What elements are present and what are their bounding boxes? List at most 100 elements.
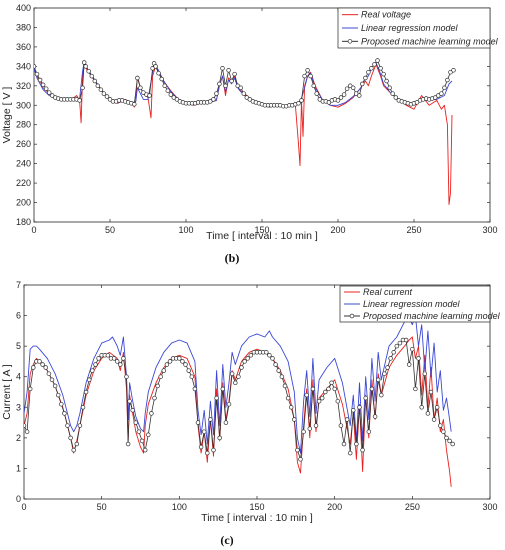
- data-point: [92, 78, 98, 84]
- data-point: [65, 423, 70, 428]
- y-tick-label: 300: [16, 100, 31, 110]
- data-point: [226, 401, 232, 407]
- data-point: [46, 90, 52, 95]
- legend-label: Proposed machine learning model: [361, 36, 499, 46]
- panel-label: (b): [225, 251, 240, 265]
- data-point: [189, 374, 195, 379]
- data-point: [363, 395, 368, 401]
- data-point: [98, 87, 104, 92]
- data-point: [317, 97, 323, 102]
- data-point: [159, 76, 164, 82]
- y-tick-label: 280: [16, 120, 31, 130]
- data-point: [347, 83, 353, 89]
- data-point: [341, 441, 347, 447]
- data-point: [299, 98, 304, 103]
- legend-marker: [347, 39, 353, 44]
- data-point: [233, 380, 238, 386]
- data-point: [139, 438, 145, 444]
- data-point: [158, 374, 163, 379]
- x-tick-label: 250: [406, 225, 421, 235]
- data-point: [43, 365, 48, 370]
- data-point: [366, 69, 371, 75]
- data-point: [62, 411, 67, 416]
- data-point: [406, 362, 412, 367]
- data-point: [387, 85, 392, 91]
- x-tick-label: 200: [330, 225, 345, 235]
- data-point: [118, 362, 123, 367]
- x-tick-label: 50: [97, 502, 107, 512]
- series-line-1: [24, 315, 452, 454]
- data-point: [403, 337, 409, 343]
- data-point: [235, 83, 240, 89]
- data-point: [241, 91, 247, 96]
- chart-panel-1: 0 50 100 150 200 250 300 0 1 2 3 4 5 6 7 Time [ interva…: [1, 280, 501, 547]
- data-point: [55, 392, 61, 398]
- data-point: [220, 386, 226, 392]
- plot-area: [24, 315, 455, 487]
- data-point: [232, 71, 237, 77]
- data-point: [31, 365, 36, 370]
- data-point: [385, 365, 390, 370]
- data-point: [419, 405, 424, 410]
- data-point: [445, 77, 450, 83]
- chart-panel-0: 0 50 100 150 200 250 300 180 200 220 240 260 280 300 3…: [1, 3, 499, 265]
- data-point: [49, 377, 55, 383]
- legend-box: [337, 7, 491, 49]
- data-point: [133, 420, 139, 425]
- data-point: [77, 98, 82, 103]
- data-point: [307, 426, 313, 431]
- data-point: [245, 356, 250, 361]
- data-point: [428, 389, 434, 395]
- data-point: [433, 95, 438, 100]
- data-point: [214, 395, 219, 401]
- data-point: [394, 343, 400, 349]
- data-point: [80, 405, 86, 410]
- data-point: [152, 395, 157, 401]
- data-point: [146, 432, 151, 438]
- data-point: [229, 371, 235, 376]
- data-point: [305, 68, 310, 73]
- data-point: [114, 359, 120, 364]
- data-point: [425, 411, 431, 416]
- data-point: [135, 75, 140, 81]
- data-point: [208, 417, 213, 422]
- data-point: [46, 371, 52, 376]
- y-tick-label: 380: [16, 22, 31, 32]
- legend-label: Proposed machine learning model: [363, 311, 501, 321]
- data-point: [295, 447, 300, 453]
- data-point: [302, 73, 307, 79]
- y-tick-label: 180: [16, 217, 31, 227]
- x-tick-label: 0: [21, 502, 26, 512]
- data-point: [375, 58, 380, 63]
- y-tick-label: 2: [16, 433, 21, 443]
- data-point: [220, 66, 225, 71]
- data-point: [161, 368, 167, 373]
- data-point: [335, 98, 341, 103]
- data-point: [441, 429, 446, 434]
- data-point: [214, 91, 219, 96]
- data-point: [434, 405, 440, 410]
- data-point: [279, 374, 285, 379]
- data-point: [372, 62, 377, 67]
- data-point: [242, 359, 247, 364]
- data-point: [95, 83, 101, 89]
- data-point: [298, 457, 303, 462]
- data-point: [354, 441, 359, 447]
- data-point: [369, 66, 374, 71]
- data-point: [388, 356, 393, 361]
- data-point: [229, 78, 234, 84]
- data-point: [372, 414, 378, 419]
- data-point: [101, 91, 107, 96]
- x-tick-label: 200: [327, 502, 342, 512]
- x-tick-label: 300: [482, 502, 497, 512]
- data-point: [59, 401, 64, 407]
- data-point: [43, 86, 49, 91]
- data-point: [282, 383, 288, 389]
- data-point: [338, 423, 344, 428]
- data-point: [156, 70, 161, 76]
- data-point: [211, 447, 216, 453]
- data-point: [93, 362, 98, 367]
- data-point: [351, 408, 356, 413]
- data-point: [168, 92, 174, 97]
